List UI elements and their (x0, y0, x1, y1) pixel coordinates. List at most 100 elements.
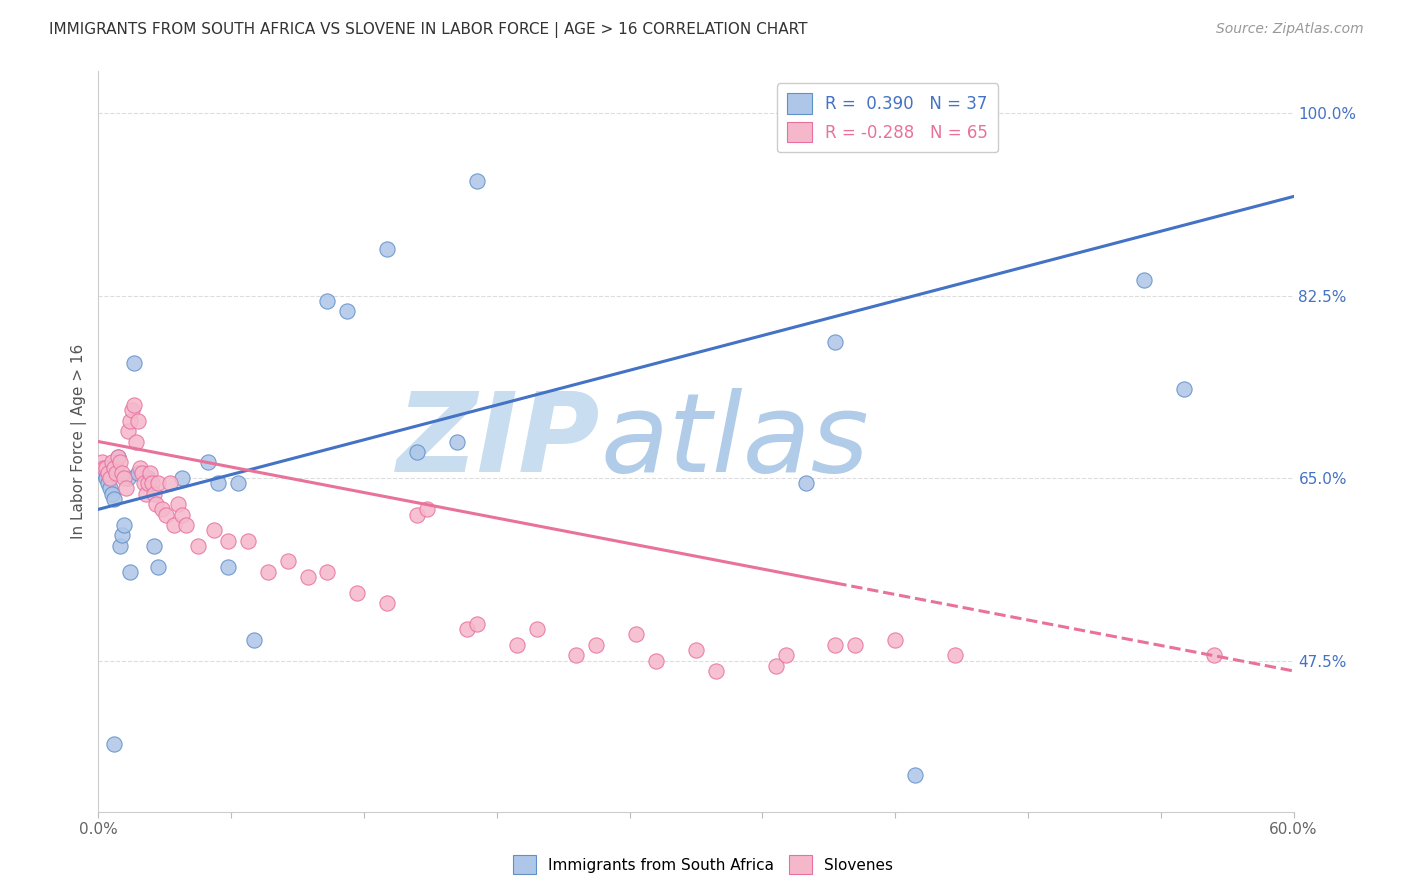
Point (97, 466, 120, 480)
Point (197, 455, 219, 469)
Point (135, 486, 157, 500)
Point (187, 539, 209, 553)
Point (243, 632, 266, 647)
Point (775, 648, 797, 663)
Text: IMMIGRANTS FROM SOUTH AFRICA VS SLOVENE IN LABOR FORCE | AGE > 16 CORRELATION CH: IMMIGRANTS FROM SOUTH AFRICA VS SLOVENE … (49, 22, 807, 38)
Point (93, 460, 115, 475)
Point (139, 466, 162, 480)
Point (111, 528, 134, 542)
Point (96, 471, 118, 485)
Legend: R =  0.390   N = 37, R = -0.288   N = 65: R = 0.390 N = 37, R = -0.288 N = 65 (778, 83, 998, 153)
Point (446, 434, 468, 449)
Point (416, 502, 439, 516)
Point (107, 450, 129, 465)
Point (125, 434, 148, 449)
Point (93, 466, 115, 480)
Point (117, 471, 139, 485)
Point (155, 508, 177, 522)
Point (704, 664, 727, 678)
Point (336, 304, 359, 318)
Point (794, 476, 817, 491)
Point (120, 565, 142, 579)
Point (148, 476, 170, 491)
Point (111, 466, 134, 480)
Point (465, 617, 488, 632)
Point (127, 466, 149, 480)
Point (506, 638, 529, 652)
Point (943, 648, 966, 663)
Point (1133, 273, 1156, 287)
Point (1202, 648, 1225, 663)
Point (134, 476, 156, 491)
Point (406, 445, 429, 459)
Point (159, 476, 181, 491)
Point (256, 565, 278, 579)
Point (129, 460, 152, 475)
Point (101, 486, 124, 500)
Point (884, 632, 907, 647)
Point (207, 476, 229, 491)
Point (202, 523, 225, 537)
Point (145, 497, 167, 511)
Point (456, 622, 478, 636)
Point (172, 508, 194, 522)
Point (297, 570, 319, 584)
Point (143, 539, 166, 553)
Point (565, 648, 588, 663)
Legend: Immigrants from South Africa, Slovenes: Immigrants from South Africa, Slovenes (506, 849, 900, 880)
Point (117, 424, 139, 438)
Point (465, 174, 488, 188)
Text: atlas: atlas (600, 388, 869, 495)
Point (824, 638, 846, 652)
Point (645, 653, 668, 667)
Point (375, 596, 398, 610)
Point (217, 533, 239, 548)
Point (526, 622, 548, 636)
Point (115, 482, 138, 496)
Point (107, 450, 129, 465)
Point (1173, 383, 1195, 397)
Text: Source: ZipAtlas.com: Source: ZipAtlas.com (1216, 22, 1364, 37)
Point (91, 460, 114, 475)
Point (217, 559, 239, 574)
Point (120, 414, 142, 428)
Point (174, 518, 197, 533)
Point (103, 491, 125, 506)
Point (585, 638, 607, 652)
Point (904, 768, 927, 782)
Point (103, 737, 125, 751)
Point (124, 356, 146, 370)
Point (316, 565, 339, 579)
Point (110, 539, 132, 553)
Point (375, 242, 398, 256)
Point (98, 482, 122, 496)
Point (844, 638, 866, 652)
Point (91, 455, 114, 469)
Point (127, 414, 149, 428)
Point (226, 476, 249, 491)
Point (765, 658, 787, 673)
Point (316, 293, 339, 308)
Point (103, 460, 125, 475)
Point (167, 497, 190, 511)
Point (406, 508, 429, 522)
Point (143, 486, 166, 500)
Point (346, 586, 368, 600)
Y-axis label: In Labor Force | Age > 16: In Labor Force | Age > 16 (72, 344, 87, 539)
Point (172, 471, 194, 485)
Point (277, 554, 299, 568)
Point (150, 502, 173, 516)
Point (112, 518, 135, 533)
Point (105, 466, 128, 480)
Point (121, 403, 143, 417)
Point (110, 455, 132, 469)
Point (236, 533, 259, 548)
Point (136, 476, 159, 491)
Point (626, 627, 648, 641)
Point (163, 518, 186, 533)
Point (148, 559, 170, 574)
Text: ZIP: ZIP (396, 388, 600, 495)
Point (98, 471, 122, 485)
Point (101, 455, 124, 469)
Point (105, 460, 128, 475)
